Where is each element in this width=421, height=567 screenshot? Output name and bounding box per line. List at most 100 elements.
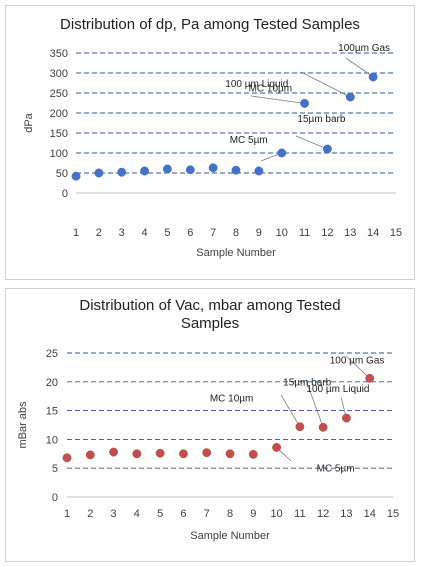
y-tick-label-vac: 0 — [52, 492, 58, 504]
data-point-vac — [318, 422, 328, 432]
x-tick-label-vac: 13 — [340, 508, 352, 520]
x-axis-title-vac: Sample Number — [190, 530, 270, 542]
x-tick-label-vac: 6 — [180, 508, 186, 520]
x-tick-label-vac: 14 — [364, 508, 376, 520]
x-tick-label-dp: 2 — [96, 227, 102, 239]
data-point-vac — [202, 448, 212, 458]
y-tick-label-dp: 150 — [50, 128, 68, 140]
x-tick-label-vac: 12 — [317, 508, 329, 520]
y-tick-label-vac: 10 — [46, 434, 58, 446]
data-point-dp — [368, 72, 378, 82]
annotation-leader-dp — [300, 71, 351, 98]
annotation-label-vac: 100 µm Liquid — [306, 384, 369, 395]
data-point-vac — [365, 373, 375, 383]
y-tick-label-vac: 20 — [46, 377, 58, 389]
x-tick-label-vac: 9 — [250, 508, 256, 520]
annotation-leader-dp — [295, 135, 328, 150]
y-tick-label-dp: 200 — [50, 108, 68, 120]
data-point-dp — [185, 165, 195, 175]
y-tick-label-vac: 15 — [46, 406, 58, 418]
x-tick-label-vac: 1 — [64, 508, 70, 520]
chart-title-vac-line-1: Distribution of Vac, mbar among Tested — [79, 297, 341, 314]
data-point-vac — [109, 447, 119, 457]
y-axis-title-vac: mBar abs — [17, 401, 29, 449]
x-axis-title-dp: Sample Number — [196, 247, 276, 259]
x-tick-label-dp: 3 — [119, 227, 125, 239]
chart-title-dp: Distribution of dp, Pa among Tested Samp… — [6, 16, 414, 34]
y-tick-label-dp: 250 — [50, 88, 68, 100]
y-tick-label-dp: 50 — [56, 168, 68, 180]
data-point-dp — [71, 171, 81, 181]
y-tick-label-vac: 25 — [46, 348, 58, 360]
x-tick-label-dp: 13 — [344, 227, 356, 239]
x-tick-label-dp: 10 — [276, 227, 288, 239]
x-tick-label-vac: 15 — [387, 508, 399, 520]
x-tick-label-dp: 7 — [210, 227, 216, 239]
data-point-dp — [277, 148, 287, 158]
annotation-label-vac: MC 5µm — [317, 463, 355, 474]
x-tick-label-dp: 9 — [256, 227, 262, 239]
x-tick-label-vac: 5 — [157, 508, 163, 520]
x-tick-label-dp: 8 — [233, 227, 239, 239]
data-point-dp — [140, 166, 150, 176]
x-tick-label-vac: 10 — [270, 508, 282, 520]
annotation-label-dp: 100 µm Liquid — [225, 79, 288, 90]
x-tick-label-dp: 14 — [367, 227, 379, 239]
data-point-dp — [254, 166, 264, 176]
x-tick-label-dp: 1 — [73, 227, 79, 239]
chart-title-dp-line: Distribution of dp, Pa among Tested Samp… — [60, 16, 360, 33]
x-tick-label-dp: 15 — [390, 227, 402, 239]
chart-title-vac: Distribution of Vac, mbar among Tested S… — [6, 297, 414, 333]
annotation-label-dp: MC 10µm — [249, 83, 293, 94]
x-tick-label-dp: 6 — [187, 227, 193, 239]
chart-panel-dp: Distribution of dp, Pa among Tested Samp… — [5, 5, 415, 280]
annotation-leader-vac — [305, 379, 324, 428]
annotation-leader-vac — [280, 394, 301, 427]
x-tick-label-dp: 12 — [321, 227, 333, 239]
data-point-vac — [178, 449, 188, 459]
data-point-vac — [341, 413, 351, 423]
y-tick-label-dp: 100 — [50, 148, 68, 160]
data-point-dp — [231, 165, 241, 175]
annotation-label-vac: MC 10µm — [210, 394, 254, 405]
x-tick-label-dp: 11 — [299, 227, 310, 239]
x-tick-label-vac: 3 — [111, 508, 117, 520]
y-tick-label-dp: 0 — [62, 188, 68, 200]
data-point-vac — [85, 450, 95, 460]
x-tick-label-vac: 7 — [204, 508, 210, 520]
data-point-vac — [155, 448, 165, 458]
data-point-vac — [272, 443, 282, 452]
annotation-label-dp: 15µm barb — [297, 114, 345, 125]
chart-panel-vac: Distribution of Vac, mbar among Tested S… — [5, 288, 415, 562]
data-point-dp — [162, 164, 172, 174]
annotation-label-dp: 100µm Gas — [338, 43, 390, 54]
x-tick-label-dp: 4 — [142, 227, 148, 239]
x-tick-label-vac: 8 — [227, 508, 233, 520]
data-point-dp — [322, 144, 332, 154]
annotation-leader-vac — [345, 355, 370, 379]
annotation-leader-dp — [250, 95, 305, 104]
x-tick-label-dp: 5 — [164, 227, 170, 239]
annotation-label-dp: MC 5µm — [230, 135, 268, 146]
annotation-leader-dp — [345, 57, 374, 78]
data-point-vac — [248, 449, 258, 459]
x-tick-label-vac: 2 — [87, 508, 93, 520]
data-point-dp — [345, 92, 355, 102]
x-tick-label-vac: 11 — [294, 508, 305, 520]
data-point-dp — [300, 98, 310, 108]
annotation-label-vac: 100 µm Gas — [330, 355, 385, 366]
annotation-label-vac: 15µm barb — [283, 377, 331, 388]
data-point-vac — [132, 449, 142, 459]
chart-title-vac-line-2: Samples — [180, 315, 240, 332]
y-axis-title-dp: dPa — [23, 112, 35, 132]
data-point-vac — [225, 449, 235, 459]
data-point-dp — [208, 163, 218, 173]
y-tick-label-dp: 350 — [50, 48, 68, 60]
data-point-dp — [117, 167, 127, 177]
y-tick-label-dp: 300 — [50, 68, 68, 80]
data-point-dp — [94, 168, 104, 178]
data-point-vac — [62, 453, 72, 463]
data-point-vac — [295, 422, 305, 432]
